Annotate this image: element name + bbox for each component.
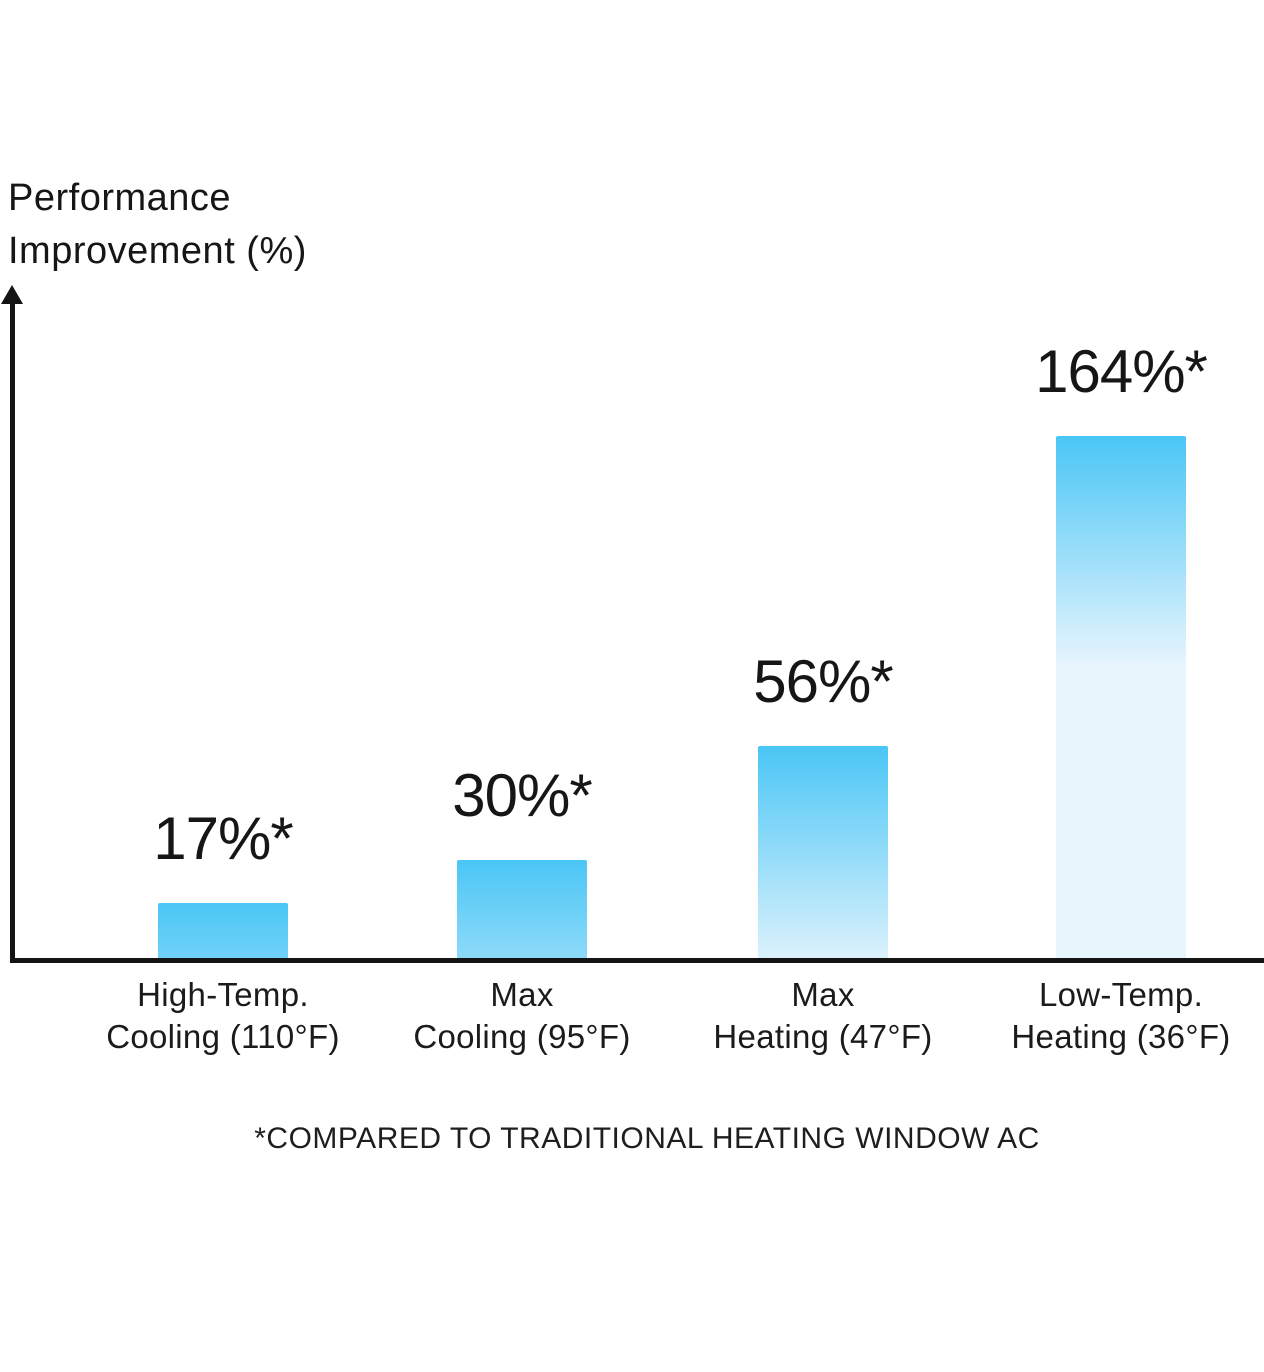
category-label-1-line2: Cooling (110°F) <box>106 1018 340 1055</box>
plot-area: 17%* 30%* 56%* 164%* <box>0 285 1264 963</box>
category-label-3-line1: Max <box>791 976 855 1013</box>
bar-value-label-3: 56%* <box>753 648 893 715</box>
y-axis-title-line1: Performance <box>8 177 232 219</box>
category-label-1: High-Temp. Cooling (110°F) <box>48 974 398 1058</box>
category-label-3: Max Heating (47°F) <box>648 974 998 1058</box>
category-label-2-line1: Max <box>490 976 554 1013</box>
bar-value-label-1: 17%* <box>153 805 293 872</box>
category-label-2: Max Cooling (95°F) <box>347 974 697 1058</box>
category-label-3-line2: Heating (47°F) <box>713 1018 933 1055</box>
category-label-4-line1: Low-Temp. <box>1038 976 1204 1013</box>
bar-4: 164%* <box>1035 338 1208 958</box>
y-axis <box>10 299 15 963</box>
category-label-4-line2: Heating (36°F) <box>1011 1018 1231 1055</box>
category-label-2-line2: Cooling (95°F) <box>413 1018 631 1055</box>
bar-2: 30%* <box>452 762 593 958</box>
bar-1: 17%* <box>153 805 294 958</box>
y-axis-title: Performance Improvement (%) <box>8 172 307 278</box>
category-label-1-line1: High-Temp. <box>137 976 309 1013</box>
bar-value-label-2: 30%* <box>452 762 592 829</box>
y-axis-title-line2: Improvement (%) <box>8 230 307 272</box>
y-axis-arrow-icon <box>1 285 23 304</box>
bar-3: 56%* <box>753 648 894 958</box>
category-label-4: Low-Temp. Heating (36°F) <box>946 974 1264 1058</box>
bar-value-label-4: 164%* <box>1035 338 1208 405</box>
x-axis <box>10 958 1264 963</box>
category-labels: High-Temp. Cooling (110°F) Max Cooling (95°… <box>0 974 1264 1064</box>
footnote: *COMPARED TO TRADITIONAL HEATING WINDOW … <box>254 1122 1040 1155</box>
